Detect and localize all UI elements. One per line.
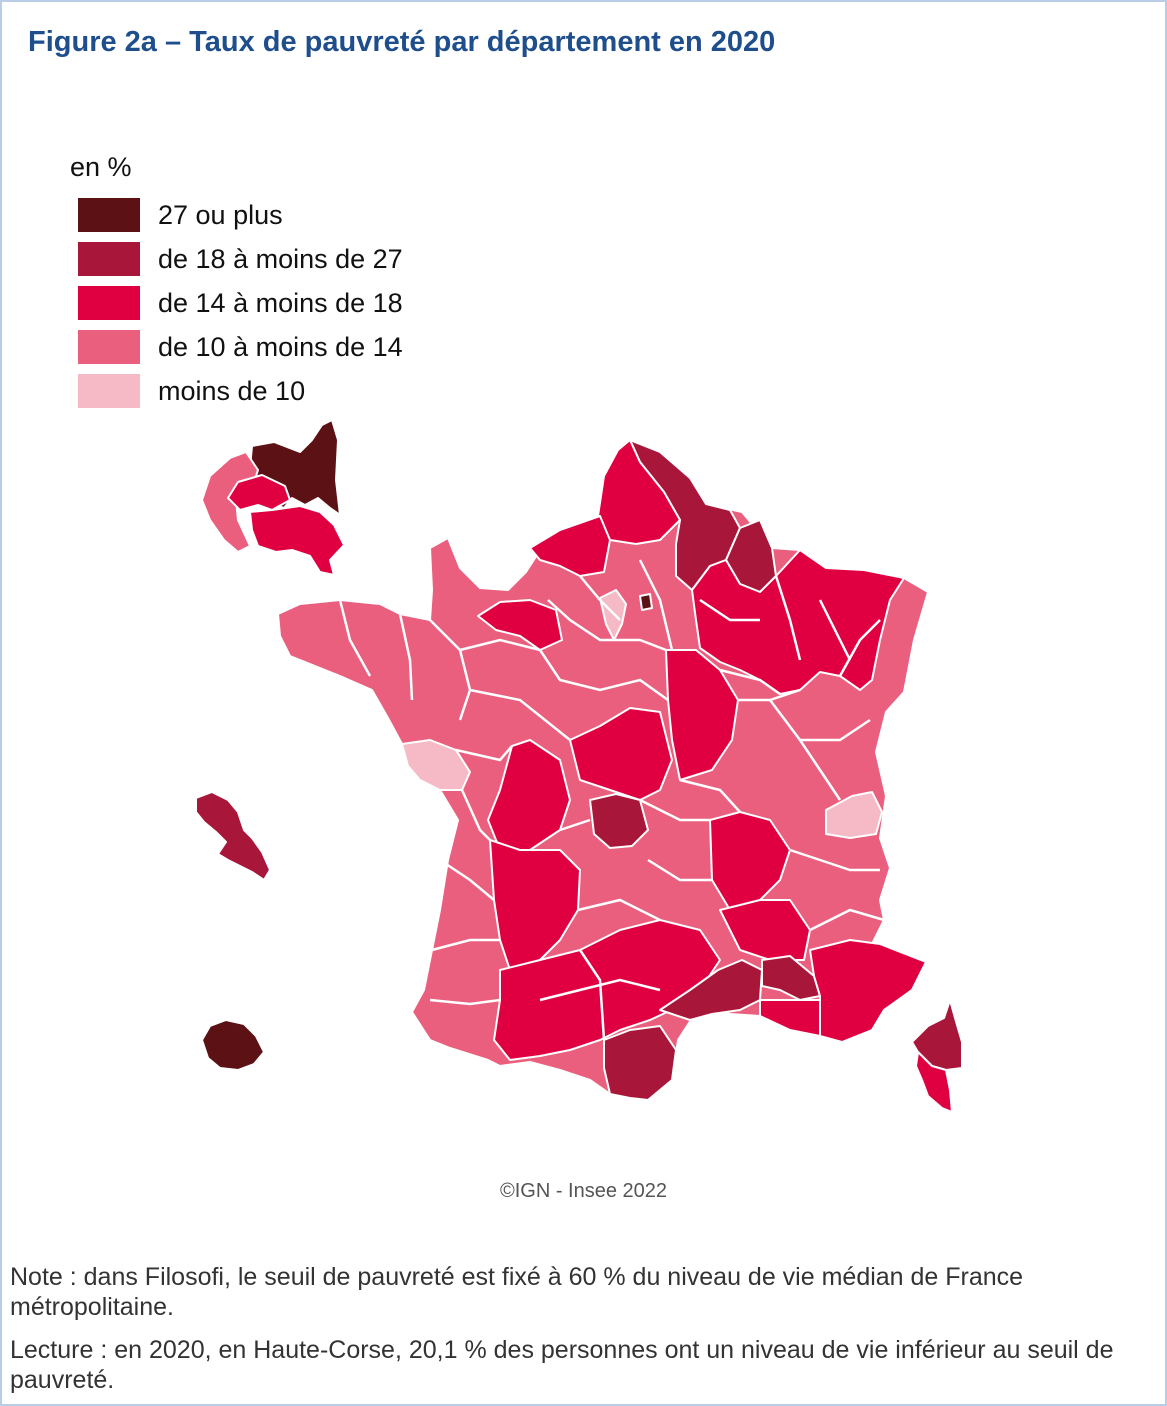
guadeloupe-region bbox=[249, 505, 345, 576]
region-paca bbox=[809, 939, 927, 1043]
legend-swatch bbox=[78, 286, 140, 320]
legend-label: de 18 à moins de 27 bbox=[158, 243, 403, 274]
department-boundaries bbox=[338, 559, 885, 1041]
region-yvelines bbox=[599, 589, 627, 641]
source-credit: ©IGN - Insee 2022 bbox=[499, 1180, 668, 1202]
legend-swatch bbox=[78, 242, 140, 276]
legend-swatch bbox=[78, 374, 140, 408]
region-center bbox=[569, 707, 673, 801]
region-west-center bbox=[487, 739, 571, 851]
legend-item: de 18 à moins de 27 bbox=[70, 237, 403, 281]
france-choropleth-map bbox=[195, 419, 963, 1113]
legend-label: moins de 10 bbox=[158, 375, 306, 406]
lecture-text: Lecture : en 2020, en Haute-Corse, 20,1 … bbox=[10, 1336, 1114, 1394]
note-text: Note : dans Filosofi, le seuil de pauvre… bbox=[10, 1263, 1024, 1321]
region-aude-po bbox=[603, 1025, 677, 1101]
region-south bbox=[493, 919, 721, 1061]
region-bouches-du-rhone bbox=[761, 955, 821, 1001]
legend-item: 27 ou plus bbox=[70, 193, 403, 237]
region-var bbox=[759, 999, 821, 1037]
region-drome bbox=[719, 899, 811, 961]
legend-label: 27 ou plus bbox=[158, 199, 283, 230]
region-seine-saint-denis bbox=[639, 593, 653, 611]
legend-item: de 14 à moins de 18 bbox=[70, 281, 403, 325]
legend-item: moins de 10 bbox=[70, 369, 403, 413]
legend: en % 27 ou plus de 18 à moins de 27 de 1… bbox=[70, 152, 403, 413]
region-east-center bbox=[665, 649, 739, 781]
figure-title: Figure 2a – Taux de pauvreté par départe… bbox=[28, 26, 776, 58]
corse-du-sud-region bbox=[915, 1051, 953, 1113]
region-south-west bbox=[489, 839, 581, 971]
legend-swatch bbox=[78, 330, 140, 364]
region-limousin bbox=[589, 793, 649, 849]
region-bretagne-north bbox=[477, 599, 563, 651]
reunion-region bbox=[201, 1019, 265, 1071]
legend-item: de 10 à moins de 14 bbox=[70, 325, 403, 369]
region-haute-savoie bbox=[825, 791, 883, 839]
legend-swatch bbox=[78, 198, 140, 232]
legend-title: en % bbox=[70, 152, 132, 182]
region-rhone bbox=[709, 811, 791, 911]
martinique-region bbox=[195, 791, 271, 881]
legend-label: de 14 à moins de 18 bbox=[158, 287, 403, 318]
legend-label: de 10 à moins de 14 bbox=[158, 331, 403, 362]
region-north-west bbox=[529, 515, 611, 577]
